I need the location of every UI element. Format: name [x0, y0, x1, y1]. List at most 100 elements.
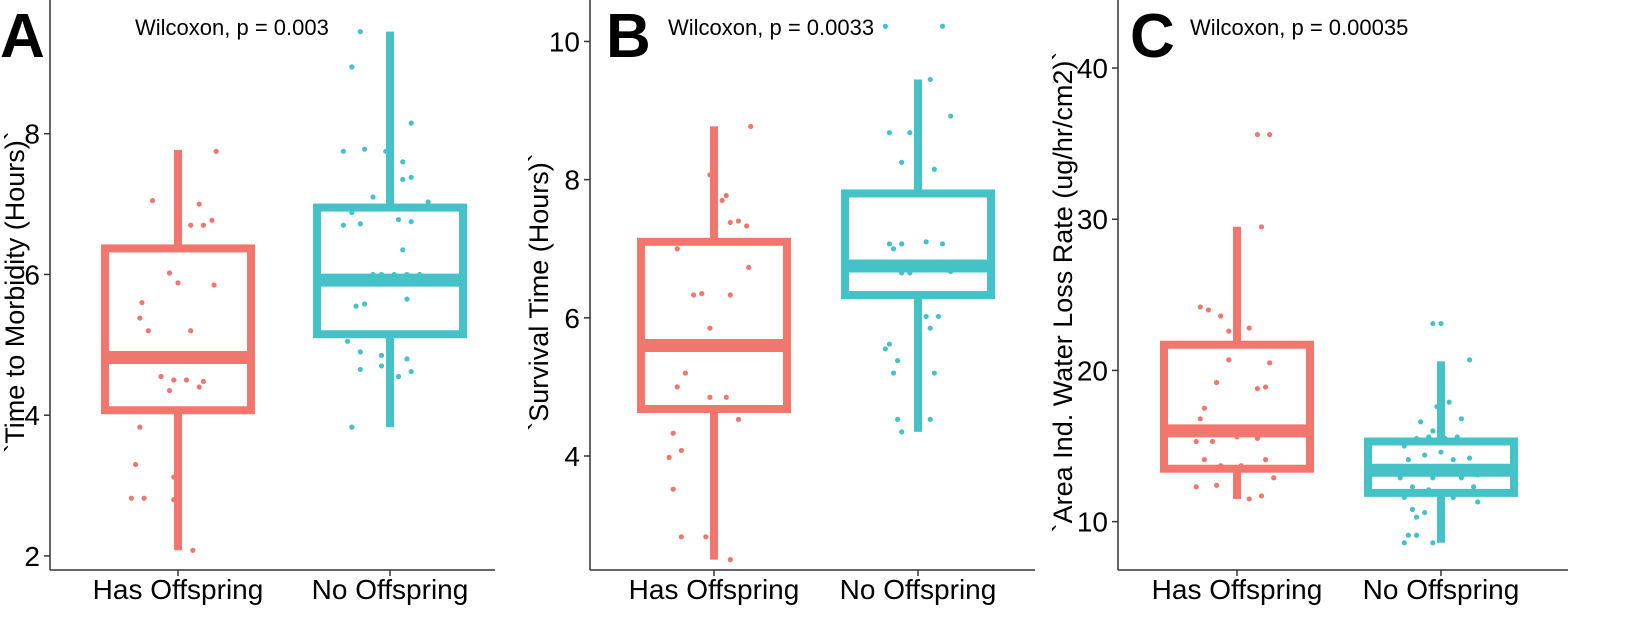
- panel-b-x-tick-label-no-offspring: No Offspring: [840, 574, 997, 605]
- data-point: [699, 344, 705, 350]
- data-point: [1405, 532, 1411, 538]
- data-point: [408, 120, 414, 126]
- data-point: [886, 130, 893, 136]
- panel-a-x-tick-label-no-offspring: No Offspring: [312, 574, 469, 605]
- data-point: [395, 373, 402, 380]
- data-point: [923, 313, 929, 320]
- data-point: [1197, 304, 1203, 310]
- panel-a-y-axis-title: `Time to Morbidity (Hours)`: [0, 131, 30, 453]
- data-point: [1214, 482, 1220, 488]
- data-point: [408, 174, 414, 180]
- data-point: [744, 223, 750, 229]
- data-point: [1209, 438, 1216, 445]
- data-point: [670, 486, 676, 492]
- panel-c-x-tick-label-no-offspring: No Offspring: [1363, 574, 1520, 605]
- panel-b-letter: B: [606, 2, 651, 71]
- data-point: [666, 454, 672, 460]
- data-point: [890, 370, 897, 376]
- data-point: [345, 338, 351, 344]
- data-point: [895, 416, 901, 422]
- data-point: [349, 424, 355, 430]
- data-point: [166, 270, 173, 276]
- data-point: [175, 280, 181, 286]
- data-point: [1397, 475, 1403, 481]
- data-point: [907, 270, 913, 276]
- data-point: [899, 159, 905, 165]
- data-point: [1430, 320, 1436, 327]
- data-point: [927, 263, 933, 269]
- data-point: [931, 370, 937, 376]
- data-point: [931, 166, 937, 172]
- data-point: [383, 148, 389, 154]
- data-point: [378, 352, 385, 358]
- data-point: [1258, 224, 1265, 230]
- data-point: [882, 23, 888, 29]
- data-point: [1438, 320, 1444, 327]
- box-iqr: [637, 237, 791, 414]
- data-point: [400, 159, 406, 165]
- data-point: [1254, 131, 1260, 138]
- panel-a-y-tick-label: 4: [24, 400, 40, 431]
- panel-c-box-has-offspring: [1160, 226, 1314, 499]
- panel-c-annotation: Wilcoxon, p = 0.00035: [1190, 15, 1408, 40]
- panel-b-y-axis-title: `Survival Time (Hours)`: [524, 153, 554, 431]
- panel-b-x-tick-label-has-offspring: Has Offspring: [629, 574, 800, 605]
- data-point: [1271, 475, 1277, 481]
- data-point: [196, 384, 202, 390]
- panel-a-letter: A: [0, 2, 45, 71]
- data-point: [357, 349, 363, 355]
- panel-a-box-no-offspring: [313, 31, 467, 428]
- panel-a-points-has-offspring: [128, 148, 219, 553]
- panel-c-points-has-offspring: [1193, 131, 1277, 502]
- panel-a-annotation: Wilcoxon, p = 0.003: [135, 15, 329, 40]
- data-point: [1409, 484, 1416, 490]
- panel-a: 2 4 6 8 Has Offspring No Offspring `Time to Mo…: [0, 0, 495, 605]
- panel-b-box-no-offspring: [841, 79, 995, 432]
- data-point: [939, 23, 946, 29]
- data-point: [927, 416, 933, 422]
- data-point: [1458, 475, 1464, 481]
- data-point: [674, 384, 680, 390]
- data-point: [948, 268, 954, 275]
- data-point: [1413, 435, 1420, 442]
- data-point: [927, 325, 933, 331]
- data-point: [895, 358, 901, 364]
- data-point: [361, 301, 368, 307]
- box-iqr: [101, 244, 255, 415]
- data-point: [139, 299, 145, 306]
- panel-b-points-has-offspring: [666, 123, 754, 563]
- data-point: [213, 148, 219, 154]
- data-point: [171, 377, 177, 383]
- data-point: [1475, 472, 1481, 478]
- data-point: [723, 394, 729, 400]
- panel-c-letter: C: [1130, 2, 1175, 71]
- data-point: [1246, 325, 1252, 331]
- data-point: [361, 146, 368, 152]
- data-point: [915, 123, 921, 129]
- data-point: [400, 247, 406, 253]
- panel-c-points-no-offspring: [1397, 320, 1481, 546]
- data-point: [935, 313, 942, 320]
- data-point: [1454, 434, 1460, 440]
- data-point: [183, 377, 190, 383]
- data-point: [1422, 509, 1428, 516]
- data-point: [719, 197, 725, 203]
- data-point: [1422, 452, 1428, 458]
- data-point: [1413, 464, 1420, 470]
- data-point: [425, 199, 431, 205]
- data-point: [404, 356, 410, 362]
- data-point: [1434, 404, 1440, 410]
- panel-c-y-axis-title: `Area Ind. Water Loss Rate (ug/hr/cm2)`: [1048, 52, 1078, 533]
- data-point: [1450, 494, 1456, 501]
- data-point: [1267, 360, 1273, 366]
- data-point: [200, 378, 207, 385]
- data-point: [923, 239, 929, 245]
- data-point: [948, 113, 954, 119]
- data-point: [370, 194, 376, 200]
- data-point: [1413, 532, 1420, 538]
- data-point: [133, 461, 139, 468]
- data-point: [340, 222, 346, 228]
- data-point: [209, 217, 215, 223]
- data-point: [1218, 463, 1224, 469]
- data-point: [890, 246, 897, 252]
